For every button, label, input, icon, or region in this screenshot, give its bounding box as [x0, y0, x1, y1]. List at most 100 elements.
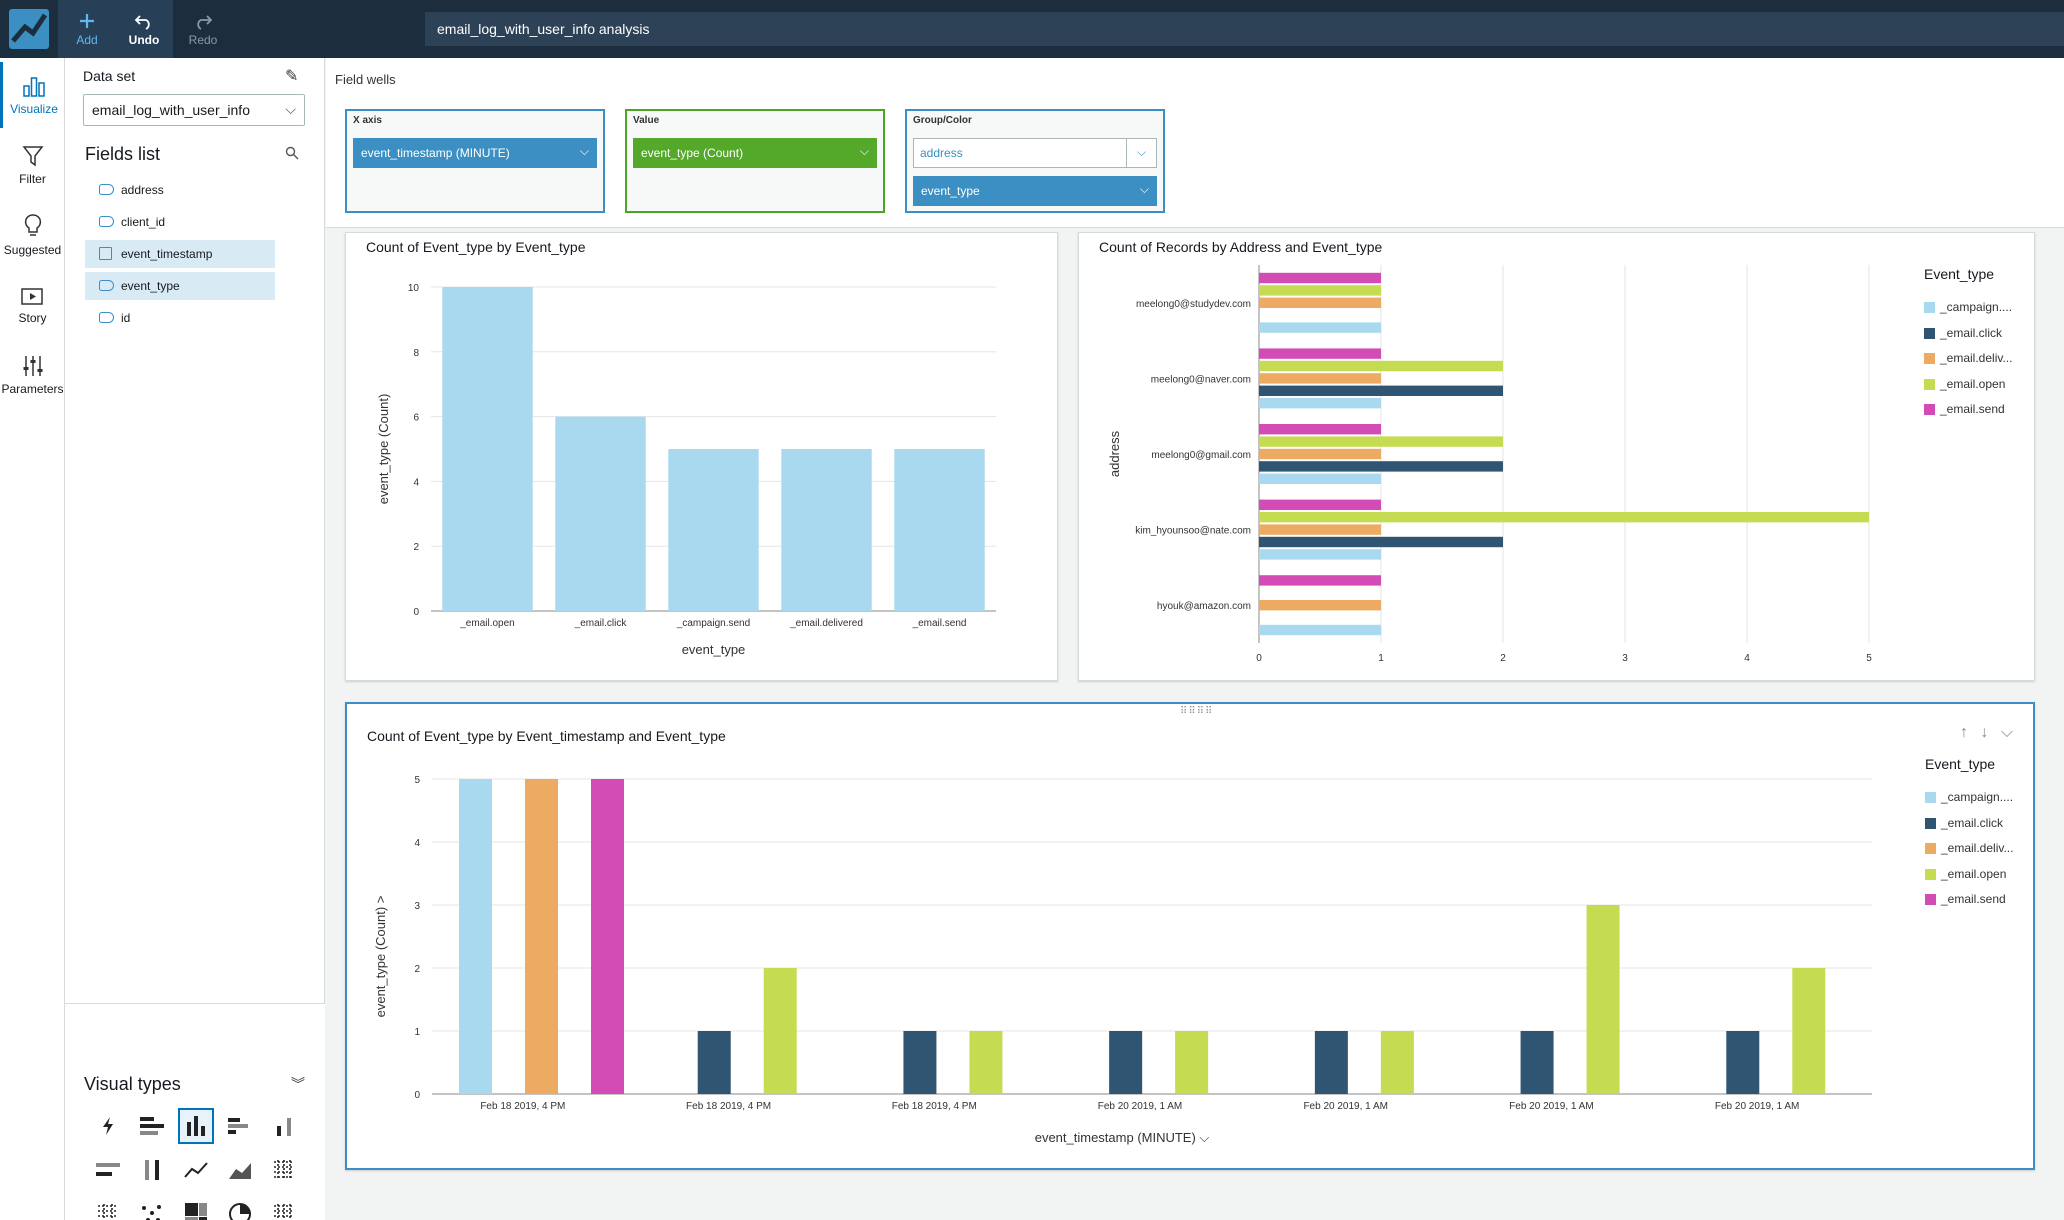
add-button[interactable]: Add	[58, 0, 116, 58]
bar	[1259, 524, 1381, 535]
rail-item-suggested[interactable]: Suggested	[0, 202, 65, 268]
bar	[1259, 575, 1381, 586]
field-item-event-timestamp[interactable]: event_timestamp	[85, 240, 275, 268]
legend-item[interactable]: _email.open	[1925, 867, 2006, 881]
fields-panel: Data set ✎ email_log_with_user_info ⌵ Fi…	[65, 58, 325, 1220]
string-field-icon	[99, 312, 114, 323]
legend-swatch	[1924, 353, 1935, 364]
legend-item[interactable]: _campaign....	[1924, 300, 2012, 314]
bar	[1259, 512, 1869, 523]
scatter-plot-icon[interactable]	[134, 1196, 170, 1220]
x-axis-well[interactable]: X axis event_timestamp (MINUTE) ⌵	[345, 109, 605, 213]
clustered-bar-icon[interactable]	[222, 1108, 258, 1144]
rail-item-filter[interactable]: Filter	[0, 132, 65, 198]
x-axis-field-pill[interactable]: event_timestamp (MINUTE) ⌵	[353, 138, 597, 168]
legend-item[interactable]: _email.click	[1924, 326, 2002, 340]
field-wells: Field wells X axis event_timestamp (MINU…	[326, 58, 2064, 228]
legend-swatch	[1925, 868, 1936, 880]
visual-records-by-address[interactable]: Count of Records by Address and Event_ty…	[1078, 232, 2035, 681]
arrow-up-icon[interactable]: ↑	[1959, 724, 1968, 741]
legend-swatch	[1925, 894, 1936, 905]
field-label: client_id	[121, 215, 166, 229]
value-well[interactable]: Value event_type (Count) ⌵	[625, 109, 885, 213]
x-axis-title: event_timestamp (MINUTE) ⌵	[1035, 1130, 1210, 1145]
field-item-event-type[interactable]: event_type	[85, 272, 275, 300]
redo-icon	[197, 14, 213, 30]
pie-chart-icon[interactable]	[222, 1196, 258, 1220]
horizontal-bar-icon[interactable]	[134, 1108, 170, 1144]
stacked-bar-icon[interactable]	[266, 1108, 302, 1144]
group-color-well[interactable]: Group/Color address ⌵ event_type ⌵	[905, 109, 1165, 213]
tree-map-icon[interactable]	[266, 1196, 302, 1220]
table-icon[interactable]	[90, 1196, 126, 1220]
undo-button[interactable]: Undo	[115, 0, 173, 58]
legend-item[interactable]: _email.deliv...	[1925, 841, 2013, 855]
collapse-chevron-icon[interactable]: ︾	[291, 1076, 305, 1092]
rail-label-filter: Filter	[19, 172, 46, 186]
chevron-down-icon: ⌵	[859, 144, 869, 158]
analysis-title[interactable]: email_log_with_user_info analysis	[425, 12, 2064, 46]
rail-label-parameters: Parameters	[1, 382, 64, 396]
dataset-select[interactable]: email_log_with_user_info ⌵	[83, 94, 305, 126]
x-tick-label: Feb 18 2019, 4 PM	[480, 1101, 565, 1112]
bar	[525, 779, 558, 1094]
stacked-horizontal-bar-icon[interactable]	[90, 1152, 126, 1188]
bar	[903, 1031, 937, 1094]
bar	[1259, 424, 1381, 435]
x-axis-title: event_type	[682, 642, 746, 657]
rail-item-visualize[interactable]: Visualize	[0, 62, 65, 128]
vertical-bar-icon[interactable]	[178, 1108, 214, 1144]
legend-item[interactable]: _email.send	[1924, 402, 2005, 416]
x-tick-label: 0	[1256, 653, 1262, 664]
bar	[459, 779, 492, 1094]
bar	[1259, 448, 1381, 460]
field-item-id[interactable]: id	[85, 304, 275, 332]
bar	[1259, 549, 1381, 560]
autograph-icon[interactable]	[90, 1108, 126, 1144]
bar	[1259, 499, 1381, 511]
redo-button[interactable]: Redo	[174, 0, 232, 58]
chevron-down-icon: ⌵	[579, 144, 589, 158]
bar	[1259, 473, 1381, 484]
bar	[894, 449, 985, 611]
legend-item[interactable]: _email.click	[1925, 816, 2003, 830]
value-field-pill[interactable]: event_type (Count) ⌵	[633, 138, 877, 168]
dataset-select-value: email_log_with_user_info	[92, 102, 250, 118]
edit-dataset-pencil-icon[interactable]: ✎	[285, 68, 299, 85]
group-color-address-slot[interactable]: address ⌵	[913, 138, 1157, 168]
x-tick-label: _email.delivered	[789, 618, 863, 629]
quicksight-logo[interactable]	[0, 0, 58, 58]
field-item-address[interactable]: address	[85, 176, 275, 204]
y-axis-title: address	[1107, 430, 1122, 477]
arrow-down-icon[interactable]: ↓	[1980, 724, 1989, 741]
undo-icon	[134, 14, 150, 30]
legend-label: _email.send	[1941, 892, 2006, 906]
heat-map-icon[interactable]	[178, 1196, 214, 1220]
legend-swatch	[1925, 843, 1936, 854]
menu-chevron-icon[interactable]: ⌵	[2000, 724, 2013, 741]
bar	[1259, 461, 1503, 472]
rail-item-parameters[interactable]: Parameters	[0, 342, 65, 408]
y-tick-label: 5	[414, 775, 420, 786]
field-item-client-id[interactable]: client_id	[85, 208, 275, 236]
legend-item[interactable]: _email.deliv...	[1924, 351, 2012, 365]
search-icon[interactable]	[285, 146, 299, 163]
visual-title: Count of Event_type by Event_timestamp a…	[367, 728, 726, 744]
drag-handle[interactable]: ⠿⠿⠿⠿	[1180, 706, 1214, 717]
line-chart-icon[interactable]	[178, 1152, 214, 1188]
x-tick-label: 3	[1622, 653, 1628, 664]
group-color-field-pill[interactable]: event_type ⌵	[913, 176, 1157, 206]
chevron-down-icon: ⌵	[1139, 182, 1149, 196]
visual-event-type-count[interactable]: Count of Event_type by Event_type 0 2 4 6 8 1…	[345, 232, 1058, 681]
visual-event-type-by-timestamp[interactable]: ⠿⠿⠿⠿ Count of Event_type by Event_timest…	[345, 702, 2035, 1170]
legend-item[interactable]: _campaign....	[1925, 790, 2013, 804]
area-chart-icon[interactable]	[222, 1152, 258, 1188]
percent-bar-icon[interactable]	[134, 1152, 170, 1188]
legend-item[interactable]: _email.send	[1925, 892, 2006, 906]
pivot-table-icon[interactable]	[266, 1152, 302, 1188]
visual-controls: ↑ ↓ ⌵	[1952, 724, 2013, 742]
group-color-address-value: address	[920, 146, 963, 160]
legend-item[interactable]: _email.open	[1924, 377, 2005, 391]
y-tick-label: 2	[413, 542, 419, 553]
rail-item-story[interactable]: Story	[0, 272, 65, 338]
